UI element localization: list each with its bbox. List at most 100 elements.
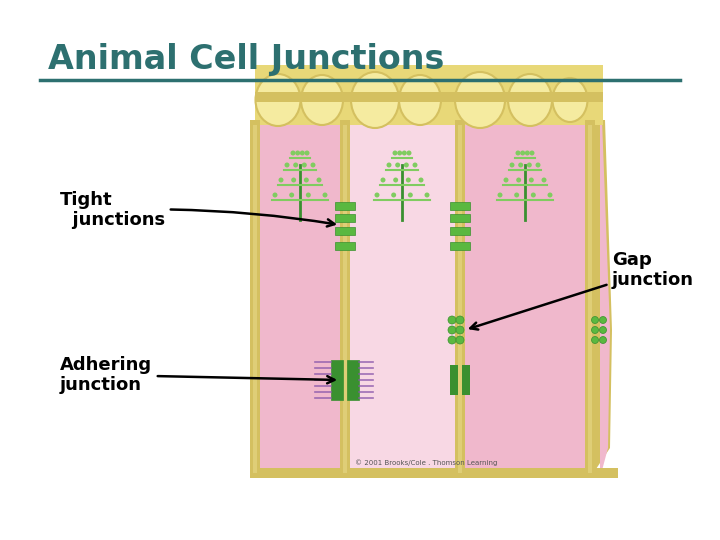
Bar [585,120,595,478]
Circle shape [413,163,418,167]
Bar [255,92,603,102]
Bar [335,227,355,235]
Bar [450,242,470,250]
Bar [331,360,343,400]
Circle shape [514,192,519,198]
Circle shape [391,192,396,198]
Circle shape [300,151,305,156]
Circle shape [456,326,464,334]
Circle shape [592,327,598,334]
Bar [250,120,260,478]
Circle shape [295,151,300,156]
Circle shape [448,316,456,324]
Circle shape [291,178,296,183]
Ellipse shape [552,78,588,122]
Bar [465,120,585,478]
Bar [588,125,592,473]
Circle shape [380,178,385,183]
Text: Gap
junction: Gap junction [470,251,694,329]
Bar [335,214,355,222]
Circle shape [425,192,430,198]
Circle shape [536,163,541,167]
Circle shape [520,151,525,156]
Bar [343,125,347,473]
Bar [255,100,603,118]
Circle shape [592,316,598,323]
Circle shape [541,178,546,183]
Circle shape [395,163,400,167]
Circle shape [529,151,534,156]
Circle shape [393,178,398,183]
Circle shape [448,336,456,344]
Circle shape [448,326,456,334]
Bar [253,125,257,473]
Bar [450,227,470,235]
Polygon shape [600,120,610,478]
Circle shape [408,192,413,198]
Circle shape [374,192,379,198]
Circle shape [600,327,606,334]
Bar [455,120,465,478]
Bar [335,242,355,250]
Bar [335,202,355,210]
Circle shape [397,151,402,156]
Bar [260,120,340,478]
Circle shape [498,192,503,198]
Circle shape [284,163,289,167]
Ellipse shape [399,75,441,125]
Circle shape [279,178,284,183]
Text: © 2001 Brooks/Cole . Thomson Learning: © 2001 Brooks/Cole . Thomson Learning [355,460,498,467]
Circle shape [516,151,521,156]
Circle shape [392,151,397,156]
Bar [462,365,470,395]
Bar [255,65,603,125]
Bar [450,365,458,395]
Circle shape [503,178,508,183]
Text: Tight
  junctions: Tight junctions [60,191,335,229]
Circle shape [456,316,464,324]
Bar [255,468,618,478]
Circle shape [317,178,322,183]
Circle shape [418,178,423,183]
Ellipse shape [455,72,505,128]
Circle shape [387,163,392,167]
Bar [340,120,350,478]
Circle shape [272,192,277,198]
Ellipse shape [301,75,343,125]
Circle shape [527,163,532,167]
Circle shape [456,336,464,344]
Circle shape [516,178,521,183]
Ellipse shape [351,72,399,128]
Circle shape [406,178,411,183]
Bar [347,360,359,400]
Bar [450,214,470,222]
Circle shape [407,151,412,156]
Circle shape [310,163,315,167]
Bar [450,202,470,210]
Circle shape [600,316,606,323]
Circle shape [518,163,523,167]
Text: Adhering
junction: Adhering junction [60,356,334,394]
Bar [458,125,462,473]
Circle shape [290,151,295,156]
Circle shape [525,151,530,156]
Ellipse shape [508,74,552,126]
Circle shape [531,192,536,198]
Circle shape [404,163,409,167]
Circle shape [304,178,309,183]
Ellipse shape [256,74,300,126]
Circle shape [510,163,515,167]
Circle shape [402,151,407,156]
Circle shape [592,336,598,343]
Circle shape [306,192,311,198]
Polygon shape [590,120,612,478]
Circle shape [289,192,294,198]
Circle shape [600,336,606,343]
Circle shape [293,163,298,167]
Text: Animal Cell Junctions: Animal Cell Junctions [48,44,444,77]
Circle shape [305,151,310,156]
Bar [350,120,455,478]
Circle shape [323,192,328,198]
Circle shape [528,178,534,183]
Circle shape [547,192,552,198]
